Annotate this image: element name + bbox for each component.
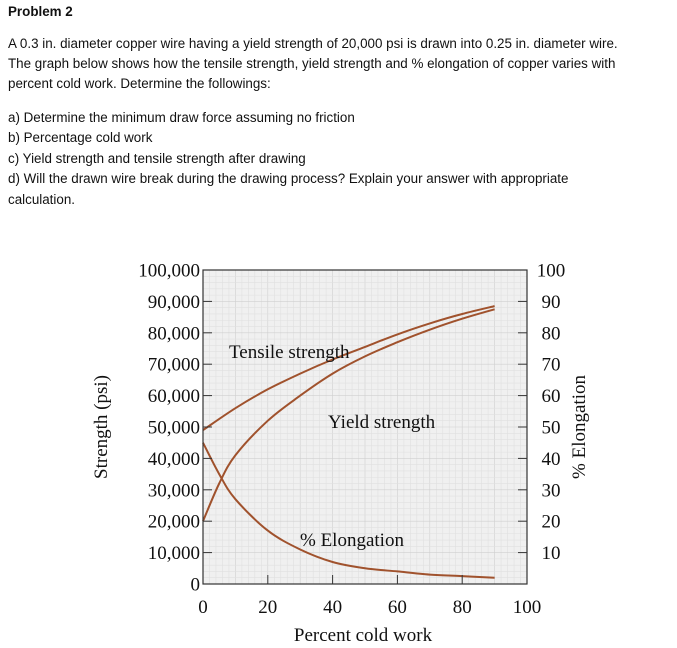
question-c: c) Yield strength and tensile strength a… xyxy=(8,151,306,166)
y-axis-right-title: % Elongation xyxy=(569,375,590,479)
problem-title: Problem 2 xyxy=(8,4,73,19)
series-label-yield: Yield strength xyxy=(328,412,436,433)
y-left-tick-label: 0 xyxy=(191,575,201,596)
y-left-tick-label: 60,000 xyxy=(148,386,200,407)
y-left-tick-label: 80,000 xyxy=(148,323,200,344)
y-axis-left-title: Strength (psi) xyxy=(91,375,112,479)
question-b: b) Percentage cold work xyxy=(8,130,153,145)
y-left-tick-label: 70,000 xyxy=(148,355,200,376)
series-label-tensile: Tensile strength xyxy=(229,342,350,363)
x-axis-title: Percent cold work xyxy=(294,625,433,646)
y-left-tick-label: 90,000 xyxy=(148,292,200,313)
problem-statement-line: A 0.3 in. diameter copper wire having a … xyxy=(8,36,618,51)
x-tick-label: 40 xyxy=(323,597,342,618)
x-tick-label: 20 xyxy=(258,597,277,618)
y-left-tick-label: 10,000 xyxy=(148,543,200,564)
y-left-tick-label: 20,000 xyxy=(148,512,200,533)
problem-statement-line: percent cold work. Determine the followi… xyxy=(8,76,271,91)
series-label-elongation: % Elongation xyxy=(300,530,404,551)
x-tick-label: 0 xyxy=(198,597,208,618)
series-group xyxy=(202,305,495,579)
y-right-tick-label: 40 xyxy=(542,449,561,470)
tensile-strength-line xyxy=(202,305,495,431)
y-right-tick-label: 20 xyxy=(542,512,561,533)
x-tick-label: 80 xyxy=(453,597,472,618)
problem-statement-line: The graph below shows how the tensile st… xyxy=(8,56,616,71)
yield-strength-line xyxy=(202,308,495,522)
y-right-tick-label: 30 xyxy=(542,480,561,501)
y-right-tick-label: 70 xyxy=(542,355,561,376)
x-tick-label: 100 xyxy=(513,597,542,618)
question-d-continued: calculation. xyxy=(8,192,75,207)
grid xyxy=(203,270,527,584)
y-right-tick-label: 80 xyxy=(542,323,561,344)
y-right-tick-label: 10 xyxy=(542,543,561,564)
y-left-tick-label: 40,000 xyxy=(148,449,200,470)
y-left-tick-label: 50,000 xyxy=(148,418,200,439)
question-a: a) Determine the minimum draw force assu… xyxy=(8,110,355,125)
y-left-tick-label: 30,000 xyxy=(148,480,200,501)
question-d: d) Will the drawn wire break during the … xyxy=(8,171,569,186)
ticks-group xyxy=(203,300,527,584)
y-right-tick-label: 60 xyxy=(542,386,561,407)
x-tick-label: 60 xyxy=(388,597,407,618)
y-left-tick-label: 100,000 xyxy=(138,261,200,282)
y-right-tick-label: 50 xyxy=(542,418,561,439)
y-right-tick-label: 100 xyxy=(537,261,566,282)
y-right-tick-label: 90 xyxy=(542,292,561,313)
labels-group: 0 10,000 20,000 30,000 40,000 50,000 60,000 70,… xyxy=(138,261,565,619)
elongation-line xyxy=(202,442,495,579)
